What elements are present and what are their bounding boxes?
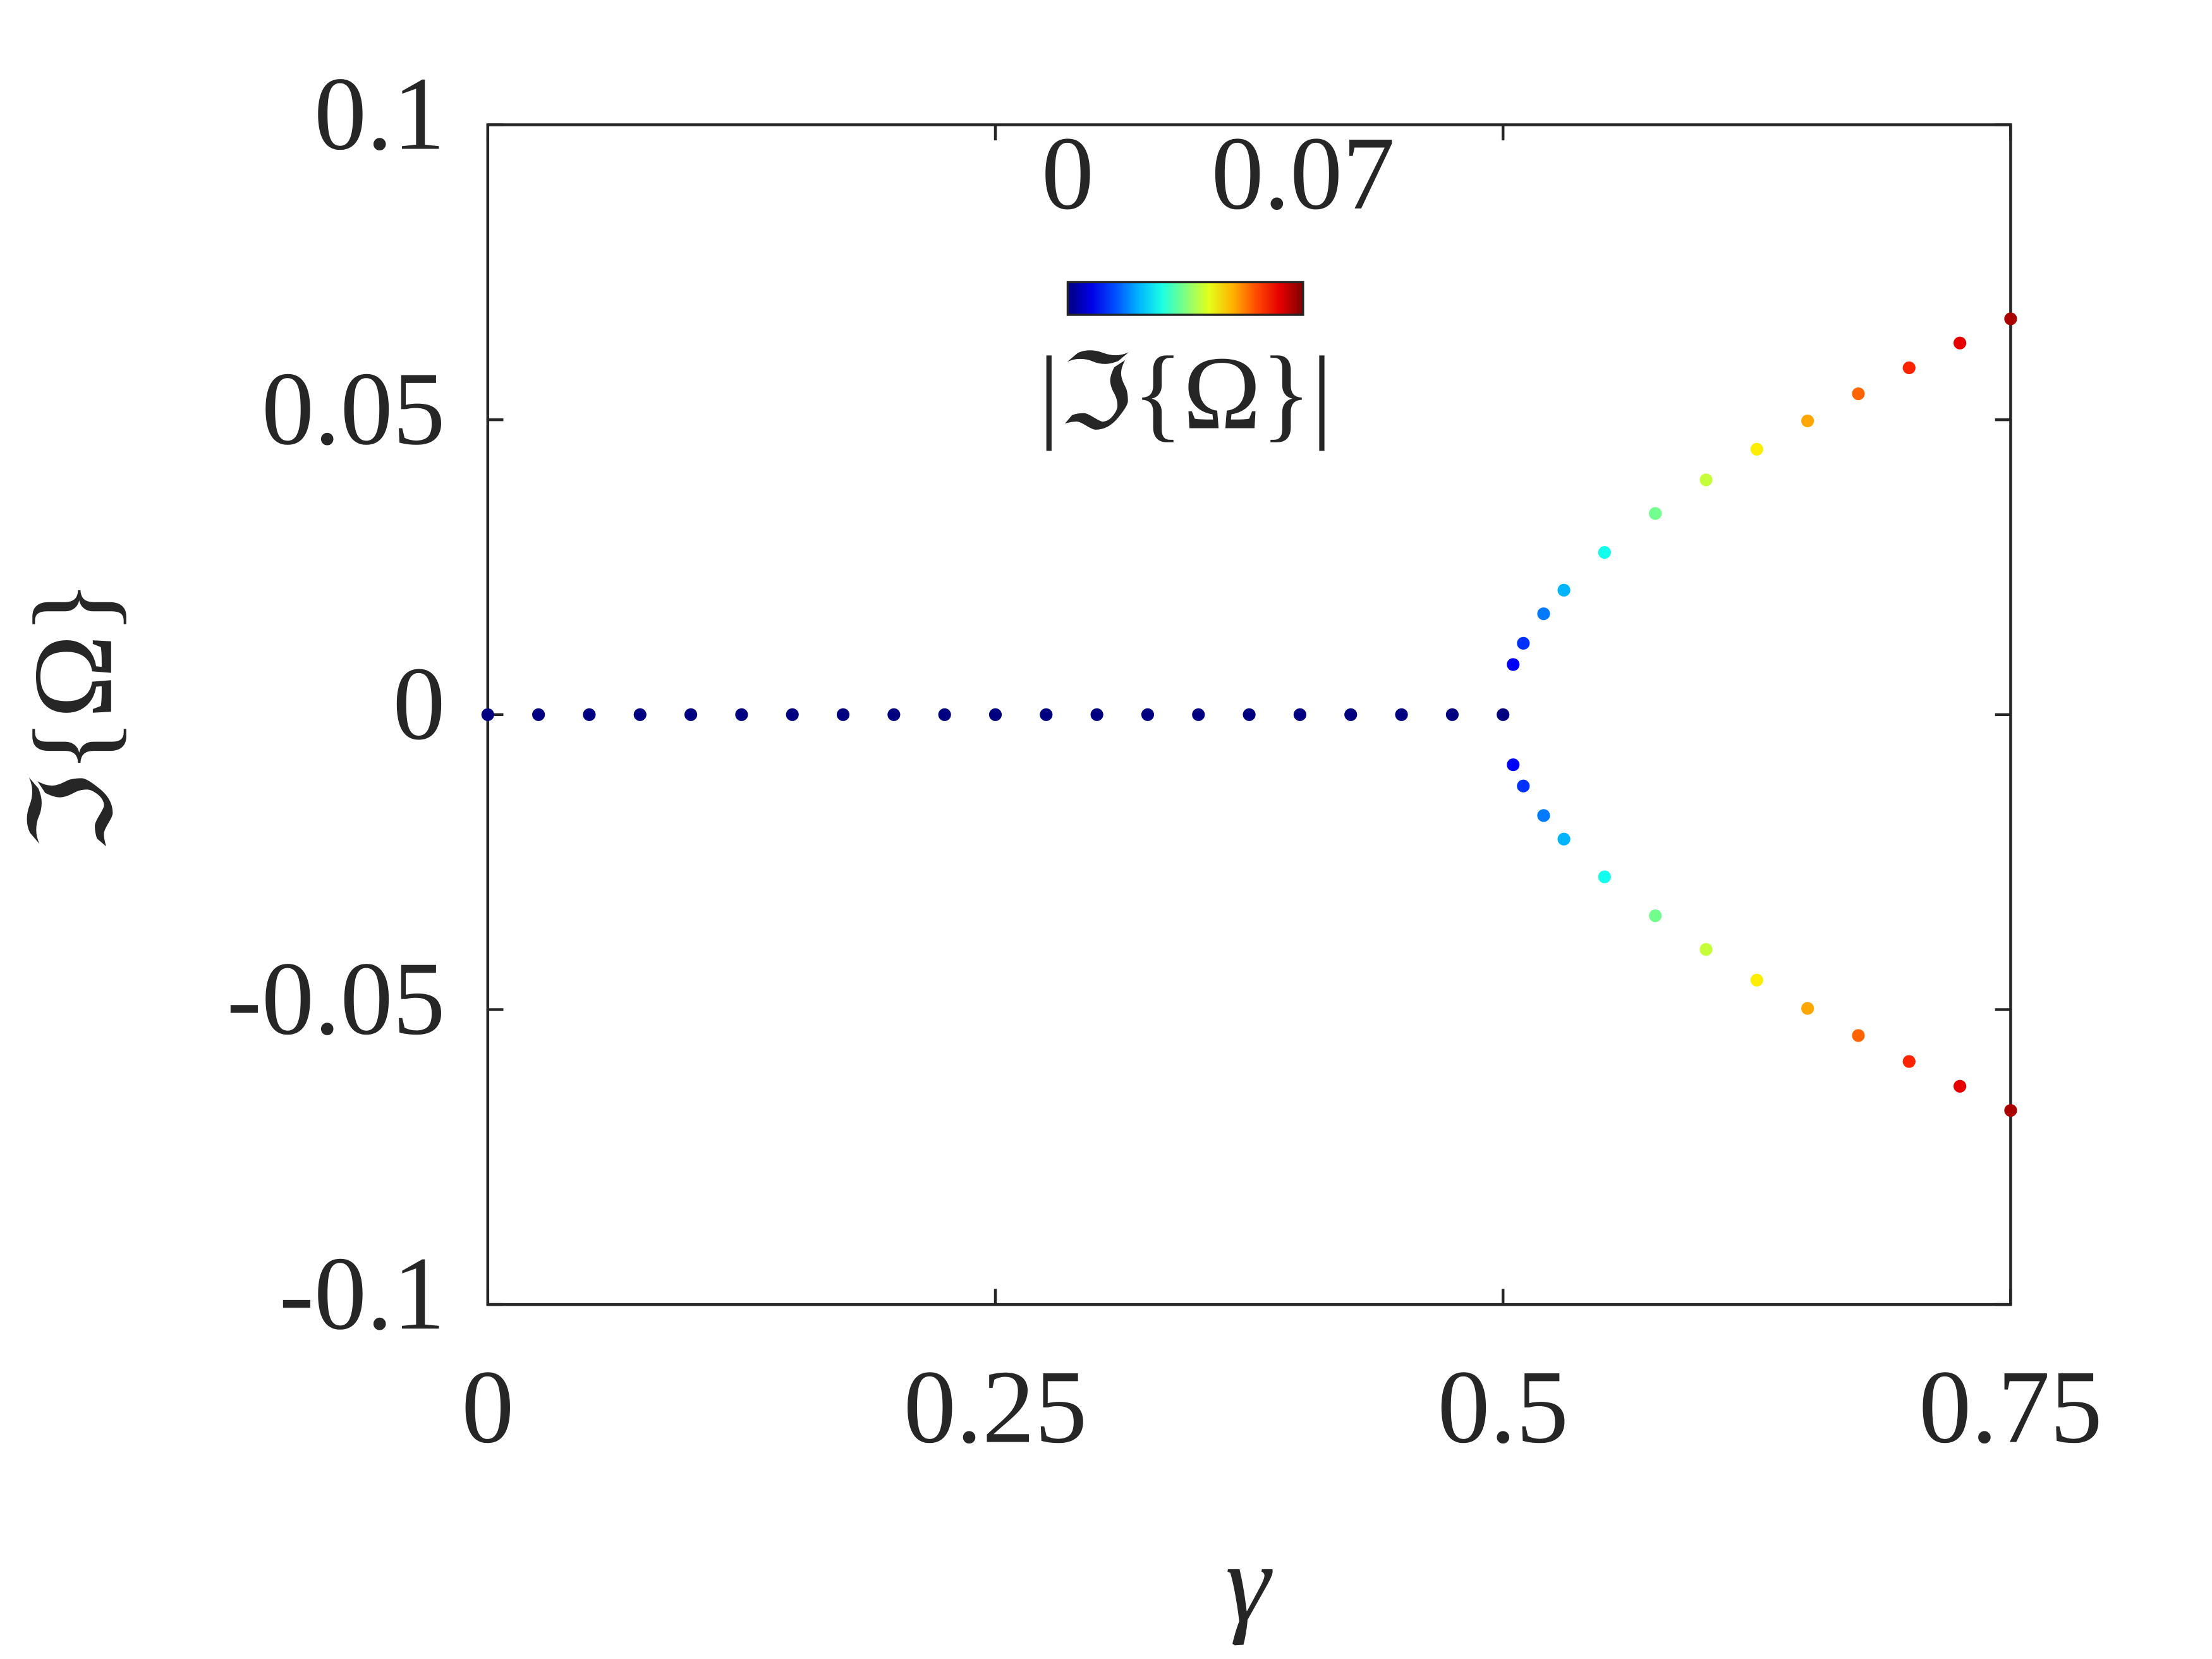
point	[2004, 1103, 2017, 1117]
point	[1649, 507, 1662, 520]
point	[1141, 708, 1155, 721]
point	[1344, 708, 1358, 721]
point	[532, 708, 545, 721]
point	[1852, 387, 1865, 401]
point	[1649, 909, 1662, 923]
colorbar	[1066, 281, 1304, 316]
y-tick-label: -0.05	[227, 940, 446, 1057]
point	[1598, 546, 1611, 559]
x-tick-label: 0	[461, 1349, 514, 1465]
point	[1517, 779, 1530, 793]
point	[2004, 312, 2017, 325]
point	[1953, 336, 1967, 349]
point	[836, 708, 850, 721]
y-tick-label: -0.1	[279, 1235, 446, 1351]
point	[1293, 708, 1307, 721]
point	[1557, 832, 1571, 846]
point	[481, 708, 494, 721]
point	[1699, 473, 1713, 487]
point	[1507, 758, 1520, 772]
point	[583, 708, 596, 721]
x-tick-label: 0.25	[904, 1349, 1088, 1465]
colorbar-tick-label: 0	[1042, 115, 1094, 231]
y-tick-label: 0.1	[314, 56, 446, 172]
y-tick-label: 0.05	[262, 350, 446, 466]
point	[1445, 708, 1459, 721]
point	[1953, 1079, 1967, 1093]
point	[1750, 442, 1763, 456]
point	[684, 708, 698, 721]
point	[786, 708, 799, 721]
point	[1537, 809, 1550, 822]
point	[1507, 658, 1520, 671]
colorbar-label: |ℑ{Ω}|	[1038, 335, 1332, 451]
x-tick-label: 0.5	[1437, 1349, 1569, 1465]
point	[1902, 361, 1916, 375]
point	[1750, 973, 1763, 987]
point	[1852, 1029, 1865, 1042]
point	[1040, 708, 1053, 721]
point	[887, 708, 901, 721]
point	[1090, 708, 1103, 721]
point	[988, 708, 1002, 721]
point	[1801, 1002, 1814, 1015]
point	[938, 708, 951, 721]
point	[1699, 943, 1713, 956]
point	[1517, 636, 1530, 650]
point	[1557, 583, 1571, 597]
point	[633, 708, 647, 721]
point	[1598, 870, 1611, 884]
point	[735, 708, 748, 721]
point	[1395, 708, 1408, 721]
x-axis-label: γ	[1225, 1520, 1273, 1646]
x-tick-label: 0.75	[1919, 1349, 2103, 1465]
point	[1497, 708, 1510, 721]
point	[1801, 414, 1814, 428]
y-axis-label: ℑ{Ω}	[10, 580, 136, 853]
point	[1243, 708, 1256, 721]
point	[1192, 708, 1205, 721]
point	[1537, 607, 1550, 621]
colorbar-tick-label: 0.07	[1212, 115, 1395, 231]
point	[1902, 1055, 1916, 1068]
y-tick-label: 0	[392, 645, 445, 762]
